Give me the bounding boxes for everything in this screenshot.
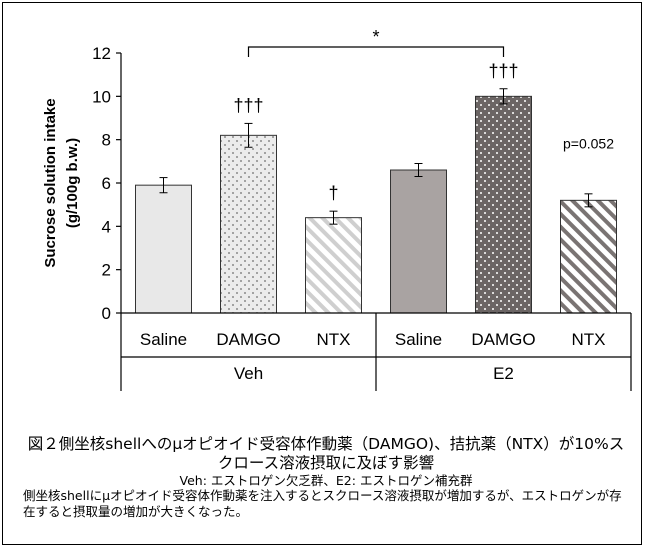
x-tick-label: NTX — [317, 330, 351, 349]
x-tick-label: Saline — [140, 330, 187, 349]
bar — [475, 95, 532, 314]
figure-frame: 0 2 4 6 8 10 12 Sucrose solution intake (g/100g… — [2, 2, 642, 545]
y-tick-label: 0 — [102, 304, 111, 323]
bars-layer: †††††††p=0.052* — [135, 27, 617, 314]
x-axis: Saline DAMGO NTX Saline DAMGO NTX Veh E2 — [120, 312, 632, 391]
y-tick-label: 6 — [102, 174, 111, 193]
y-tick-label: 4 — [102, 217, 111, 236]
caption-legend-note: Veh: エストロゲン欠乏群、E2: エストロゲン補充群 — [179, 473, 473, 488]
y-axis: 0 2 4 6 8 10 12 — [92, 44, 122, 323]
bar — [135, 184, 192, 314]
bar-chart: 0 2 4 6 8 10 12 Sucrose solution intake (g/100g… — [42, 27, 632, 391]
group-label: E2 — [493, 364, 514, 383]
y-tick-label: 12 — [92, 44, 111, 63]
group-label: Veh — [234, 364, 263, 383]
caption-summary: 側坐核shellにμオピオイド受容体作動薬を注入するとスクロース溶液摂取が増加す… — [23, 488, 622, 519]
caption-title: 図２側坐核shellへのμオピオイド受容体作動薬（DAMGO)、拮抗薬（NTX）… — [27, 435, 625, 472]
x-tick-label: Saline — [395, 330, 442, 349]
bar — [305, 217, 362, 314]
significance-mark: ††† — [488, 61, 518, 81]
bar — [560, 199, 617, 314]
figure-caption: 図２側坐核shellへのμオピオイド受容体作動薬（DAMGO)、拮抗薬（NTX）… — [23, 435, 629, 520]
y-tick-label: 10 — [92, 87, 111, 106]
x-tick-label: NTX — [572, 330, 606, 349]
significance-bracket — [247, 46, 505, 57]
y-axis-label-line: (g/100g b.w.) — [64, 138, 81, 228]
significance-mark: ††† — [233, 95, 263, 115]
y-axis-label: Sucrose solution intake (g/100g b.w.) — [42, 98, 81, 267]
bar — [220, 134, 277, 314]
significance-star: * — [372, 27, 379, 47]
x-tick-label: DAMGO — [471, 330, 535, 349]
y-tick-label: 2 — [102, 261, 111, 280]
significance-mark: † — [328, 183, 338, 203]
y-tick-label: 8 — [102, 131, 111, 150]
significance-mark: p=0.052 — [563, 135, 614, 151]
y-axis-label-line: Sucrose solution intake — [42, 98, 59, 267]
bar — [390, 169, 447, 314]
x-tick-label: DAMGO — [216, 330, 280, 349]
